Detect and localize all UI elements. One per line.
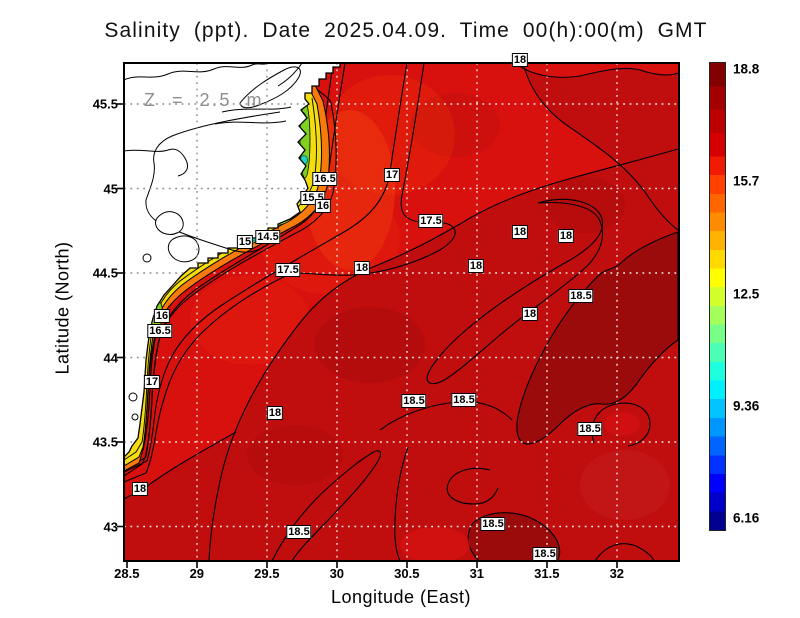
contour-label: 16.5 — [312, 172, 338, 186]
x-tick-label: 31.5 — [534, 566, 560, 581]
colorbar-tick-label: 18.8 — [733, 61, 760, 77]
y-tick-label: 45.5 — [92, 96, 118, 112]
contour-label: 16 — [153, 309, 171, 323]
y-tick-label: 43.5 — [92, 434, 118, 450]
plot-frame — [123, 62, 680, 562]
y-tick-label: 44.5 — [92, 265, 118, 281]
colorbar-tick-label: 9.36 — [733, 398, 760, 414]
contour-label: 18.5 — [451, 393, 477, 407]
contour-label: 17.5 — [418, 214, 444, 228]
contour-label: 18.5 — [480, 517, 506, 531]
colorbar — [709, 62, 726, 531]
contour-label: 18 — [511, 53, 529, 67]
colorbar-tick-label: 12.5 — [733, 286, 760, 301]
contour-label: 18 — [266, 406, 284, 420]
x-tick-label: 29.5 — [254, 566, 280, 581]
contour-18-hairpin — [426, 198, 604, 385]
contour-label: 18.5 — [532, 547, 558, 561]
contour-label: 18 — [131, 482, 149, 496]
contour-label: 18 — [511, 225, 529, 239]
depth-annotation: Z = 2.5 m — [144, 90, 265, 110]
contour-label: 18 — [353, 261, 371, 275]
contour-label: 18 — [521, 307, 539, 321]
x-tick-label: 30 — [329, 566, 345, 581]
contour-label: 16.5 — [147, 324, 173, 338]
y-tick-label: 45 — [103, 181, 118, 196]
contour-label: 18.5 — [577, 422, 603, 436]
contour-label: 18.5 — [286, 525, 312, 539]
contour-label: 18.5 — [568, 289, 594, 303]
contour-label: 17 — [383, 168, 401, 182]
lagoon-outlines — [124, 63, 303, 421]
colorbar-tick-label: 15.7 — [733, 173, 760, 189]
dark-region-bottom-left — [124, 432, 240, 561]
contour-label: 18 — [557, 229, 575, 243]
y-tick-label: 43 — [103, 519, 118, 534]
plot-title: Salinity (ppt). Date 2025.04.09. Time 00… — [104, 19, 708, 42]
x-tick-label: 28.5 — [114, 566, 140, 581]
maroon-band — [516, 231, 679, 445]
contour-label: 17.5 — [275, 263, 301, 277]
x-axis-label: Longitude (East) — [330, 587, 472, 607]
y-tick-label: 44 — [103, 350, 118, 365]
colorbar-tick-label: 6.16 — [733, 510, 760, 526]
grid-sea — [124, 63, 679, 561]
contour-label: 16 — [314, 199, 332, 213]
axis-ticks — [117, 103, 618, 568]
contour-label: 18.5 — [401, 394, 427, 408]
x-tick-label: 29 — [189, 566, 205, 581]
sea-field — [124, 63, 679, 561]
x-tick-label: 32 — [609, 566, 625, 581]
x-tick-label: 31 — [469, 566, 485, 581]
contour-label: 18 — [467, 259, 485, 273]
contour-label: 14.5 — [255, 230, 281, 244]
contour-label: 17 — [143, 375, 161, 389]
x-tick-label: 30.5 — [394, 566, 420, 581]
dark-region-top-right — [515, 63, 678, 230]
contour-label: 15 — [236, 235, 254, 249]
